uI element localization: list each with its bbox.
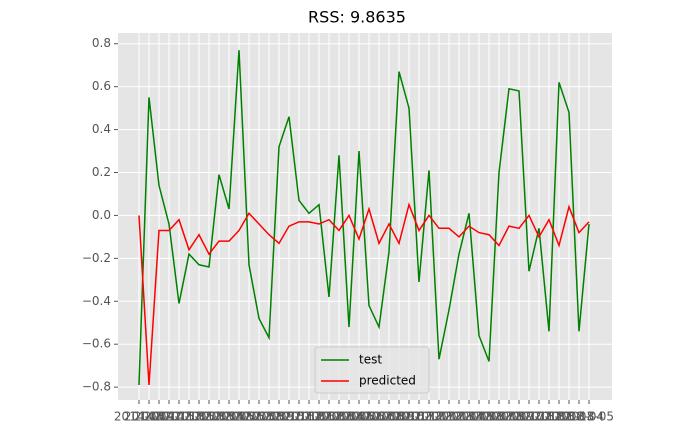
x-tick-label: 2016-02 [294,410,344,424]
chart-title: RSS: 9.8635 [308,8,406,27]
x-tick-label: 2015-11 [264,410,314,424]
x-tick-label: 2015-04 [194,410,244,424]
x-tick-label: 2018-01 [524,410,574,424]
x-tick-label: 2015-10 [254,410,304,424]
x-tick-label: 2017-12 [514,410,564,424]
y-tick-label: 0.4 [92,122,111,136]
x-tick-label: 2016-06 [334,410,384,424]
legend-label: test [359,353,382,367]
x-tick-label: 2014-12 [154,410,204,424]
x-tick-label: 2017-01 [404,410,454,424]
series-line [138,202,590,386]
x-tick-label: 2017-03 [424,410,474,424]
x-tick-label: 2015-12 [274,410,324,424]
x-tick-label: 2017-04 [434,410,484,424]
x-tick-label: 2015-03 [184,410,234,424]
x-tick-label: 2017-07 [464,410,514,424]
y-tick-label: −0.2 [82,251,111,265]
x-tick-label: 2017-02 [414,410,464,424]
x-tick-label: 2016-08 [354,410,404,424]
plot-area [118,33,612,400]
y-tick-label: 0.6 [92,79,111,93]
x-tick-label: 2016-09 [364,410,414,424]
x-tick-label: 2017-11 [504,410,554,424]
legend-label: predicted [359,374,416,388]
y-tick-label: 0.0 [92,208,111,222]
x-tick-label: 2016-03 [304,410,354,424]
x-tick-label: 2016-12 [394,410,444,424]
series-line [138,50,590,386]
x-tick-label: 2018-02 [534,410,584,424]
x-tick-label: 2016-10 [374,410,424,424]
x-tick-label: 2016-04 [314,410,364,424]
x-tick-label: 2018-03 [544,410,594,424]
x-tick-label: 2017-09 [484,410,534,424]
x-tick-label: 2014-10 [134,410,184,424]
x-tick-label: 2014-08 [114,410,164,424]
y-tick-label: 0.8 [92,36,111,50]
x-tick-label: 2014-09 [124,410,174,424]
x-tick-label: 2015-02 [174,410,224,424]
y-tick-label: −0.8 [82,380,111,394]
x-tick-label: 2015-06 [214,410,264,424]
x-tick-label: 2015-01 [164,410,214,424]
x-tick-label: 2018-04 [554,410,604,424]
x-tick-label: 2015-08 [234,410,284,424]
x-tick-label: 2016-07 [344,410,394,424]
y-tick-label: 0.2 [92,165,111,179]
x-tick-label: 2017-10 [494,410,544,424]
x-tick-label: 2015-05 [204,410,254,424]
x-tick-label: 2015-07 [224,410,274,424]
x-tick-label: 2017-05 [444,410,494,424]
x-tick-label: 2017-06 [454,410,504,424]
x-tick-label: 2017-08 [474,410,524,424]
y-tick-label: −0.4 [82,294,111,308]
x-tick-label: 2016-01 [284,410,334,424]
x-tick-label: 2016-05 [324,410,374,424]
x-tick-label: 2014-11 [144,410,194,424]
x-tick-label: 2018-05 [564,410,614,424]
x-tick-label: 2016-11 [384,410,434,424]
y-tick-label: −0.6 [82,337,111,351]
x-tick-label: 2015-09 [244,410,294,424]
